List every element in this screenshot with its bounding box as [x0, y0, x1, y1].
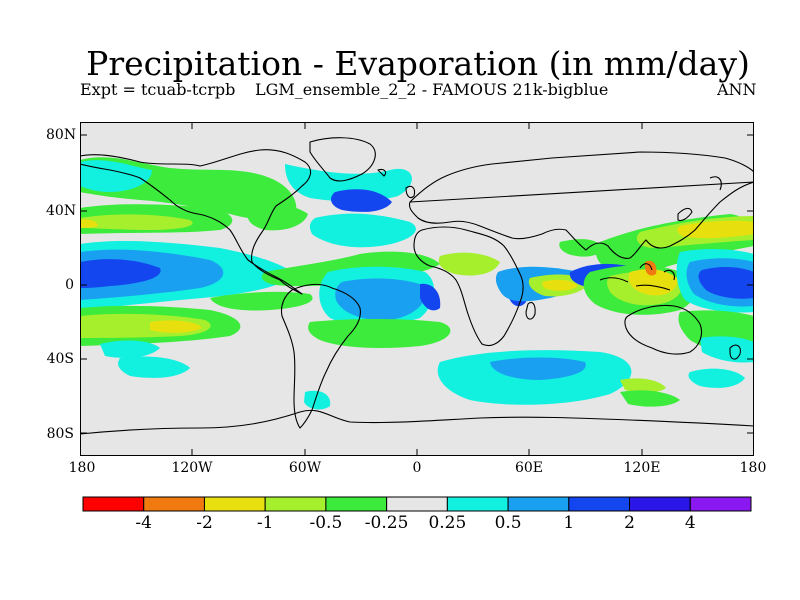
contour-band [330, 189, 392, 212]
lon-label-0: 0 [412, 460, 422, 476]
contour-band [700, 336, 754, 363]
lat-label-40s: 40S [46, 351, 74, 367]
ensemble-label: LGM_ensemble_2_2 - FAMOUS 21k-bigblue [255, 80, 609, 99]
colorbar-label: 1 [563, 513, 575, 533]
colorbar-label: -4 [135, 513, 152, 533]
lon-label-180e: 180 [739, 460, 767, 476]
contour-band [247, 205, 308, 231]
contour-band [304, 390, 331, 410]
coastline-japan [677, 176, 722, 222]
lat-label-equator: 0 [65, 277, 74, 293]
colorbar-label: -1 [256, 513, 274, 533]
coastline-indonesia [599, 263, 675, 291]
colorbar-label: 2 [624, 513, 635, 533]
coastline-uk [377, 168, 416, 199]
colorbar-cell [264, 496, 327, 512]
lon-label-120e: 120E [623, 460, 661, 476]
contour-band [100, 340, 160, 358]
contour-band [150, 320, 202, 333]
contour-band [677, 220, 754, 239]
coastline-africa [413, 226, 524, 347]
contour-band [559, 239, 605, 257]
coastline-north-america [80, 149, 312, 295]
tick-marks [80, 122, 754, 456]
contour-band [309, 213, 416, 248]
contour-fills [80, 157, 754, 410]
colorbar-cell [629, 496, 691, 512]
contour-band [80, 219, 98, 228]
chart-title: Precipitation - Evaporation (in mm/day) [86, 44, 750, 83]
map-panel [80, 122, 754, 456]
coastline-australia [624, 304, 703, 355]
lon-label-60w: 60W [288, 460, 322, 476]
colorbar-cell [82, 496, 145, 512]
contour-band [438, 252, 500, 276]
colorbar-cell [507, 496, 570, 512]
lat-label-40n: 40N [46, 203, 77, 219]
colorbar-label: -0.5 [309, 513, 343, 533]
colorbar-cell [386, 496, 448, 512]
coastline-eurasia [408, 151, 754, 259]
contour-band [285, 164, 412, 202]
contour-band [118, 356, 190, 378]
season-label: ANN [717, 80, 757, 99]
experiment-label: Expt = tcuab-tcrpb [80, 80, 236, 99]
colorbar-cell [689, 496, 752, 512]
coastline-new-zealand [729, 344, 741, 360]
contour-band [80, 214, 193, 230]
contour-band [542, 279, 578, 291]
colorbar-cell [203, 496, 266, 512]
contour-band [490, 357, 586, 380]
contour-band [420, 283, 441, 311]
lon-label-120w: 120W [171, 460, 213, 476]
colorbar-cell [325, 496, 388, 512]
contour-band [335, 278, 426, 321]
lon-label-60e: 60E [514, 460, 544, 476]
coastlines [80, 137, 754, 435]
colorbar-label: -0.25 [364, 513, 409, 533]
lat-label-80s: 80S [46, 426, 74, 442]
colorbar-label: 0.25 [428, 513, 467, 533]
colorbar [82, 496, 752, 512]
colorbar-label: 4 [684, 513, 696, 533]
contour-band [210, 291, 313, 311]
colorbar-cell [143, 496, 205, 512]
lon-label-180w: 180 [68, 460, 96, 476]
contour-band [698, 266, 754, 299]
colorbar-cell [568, 496, 631, 512]
coastline-greenland [309, 137, 376, 182]
coastline-antarctica [80, 409, 754, 435]
contour-band [620, 378, 666, 393]
lat-label-80n: 80N [46, 127, 77, 143]
contour-band [80, 259, 161, 288]
contour-band [688, 368, 745, 388]
colorbar-label: -2 [196, 513, 213, 533]
colorbar-cell [446, 496, 509, 512]
contour-band [620, 390, 680, 407]
colorbar-label: 0.5 [494, 513, 522, 533]
coastline-madagascar [525, 301, 536, 320]
